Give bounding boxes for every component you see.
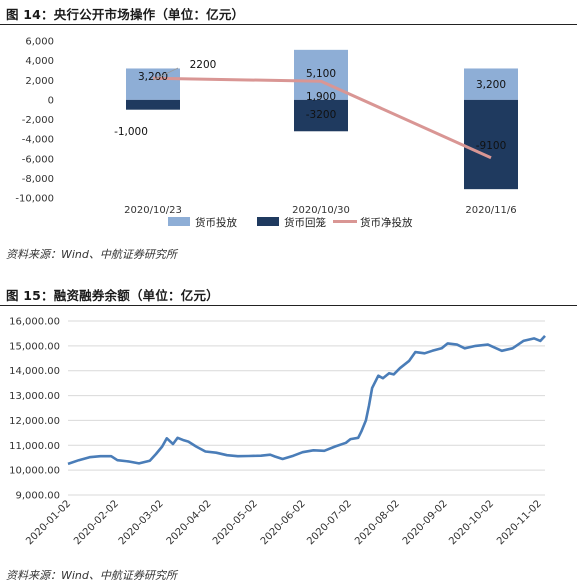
y-tick-label: 12,000.00: [9, 416, 60, 427]
figure-14-source: 资料来源：Wind、中航证券研究所: [6, 248, 177, 261]
figure-15-source: 资料来源：Wind、中航证券研究所: [6, 569, 177, 582]
y-tick-label: 2,000: [25, 76, 54, 87]
x-tick-label: 2020-02-02: [72, 498, 121, 547]
x-tick-label: 2020-06-02: [259, 498, 308, 547]
x-tick-label: 2020-10-02: [447, 498, 496, 547]
injection-bar: [294, 49, 348, 100]
y-tick-label: -6,000: [22, 154, 54, 165]
y-tick-label: 4,000: [25, 56, 54, 67]
y-tick-label: -8,000: [22, 174, 54, 185]
injection-value-label: 3,200: [476, 79, 506, 91]
y-tick-label: 11,000.00: [9, 441, 60, 452]
y-tick-label: -2,000: [22, 115, 54, 126]
x-tick-label: 2020-03-02: [117, 498, 166, 547]
title-divider: [0, 24, 577, 25]
x-tick-label: 2020-09-02: [401, 498, 450, 547]
y-tick-label: 0: [48, 95, 54, 106]
y-tick-label: 15,000.00: [9, 341, 60, 352]
withdrawal-bar: [464, 99, 518, 190]
x-tick-label: 2020/10/23: [124, 205, 182, 216]
withdrawal-value-label: -9100: [476, 140, 507, 152]
y-tick-label: 13,000.00: [9, 391, 60, 402]
y-tick-label: -4,000: [22, 135, 54, 146]
x-tick-label: 2020/11/6: [465, 205, 516, 216]
label-leader-line: [152, 67, 179, 81]
title-divider: [0, 305, 577, 306]
legend-swatch: [257, 217, 279, 226]
withdrawal-value-label: -3200: [306, 109, 337, 121]
injection-bar: [464, 68, 518, 100]
legend-label: 货币净投放: [360, 216, 413, 229]
net-injection-line: [152, 76, 492, 160]
x-tick-label: 2020-11-02: [495, 498, 544, 547]
net-value-label: 2200: [190, 59, 217, 71]
injection-bar: [126, 68, 180, 100]
y-tick-label: 6,000: [25, 37, 54, 48]
x-tick-label: 2020-05-02: [211, 498, 260, 547]
y-tick-label: 10,000.00: [9, 466, 60, 477]
pboc-open-market-chart: 6,000 4,000 2,000 0 -2,000 -4,000 -6,000 -8,000…: [15, 37, 518, 229]
injection-value-label: 5,100: [306, 68, 336, 80]
legend-swatch: [168, 217, 190, 226]
figure-15-title: 图 15：融资融券余额（单位：亿元）: [6, 288, 219, 303]
margin-balance-line: [67, 335, 546, 466]
injection-value-label: 3,200: [138, 71, 168, 83]
y-tick-label: 16,000.00: [9, 317, 60, 328]
margin-balance-chart: 16,000.00 15,000.00 14,000.00 13,000.00 12,0…: [9, 317, 546, 547]
figure-14-title: 图 14：央行公开市场操作（单位：亿元）: [6, 7, 245, 22]
y-tick-label: -10,000: [15, 194, 54, 205]
withdrawal-value-label: -1,000: [114, 126, 148, 138]
y-tick-label: 14,000.00: [9, 366, 60, 377]
legend-label: 货币回笼: [284, 216, 326, 229]
withdrawal-bar: [294, 99, 348, 132]
net-value-label: 1,900: [306, 91, 336, 103]
x-tick-label: 2020-08-02: [353, 498, 402, 547]
x-tick-label: 2020/10/30: [292, 205, 350, 216]
x-tick-label: 2020-04-02: [165, 498, 214, 547]
legend-label: 货币投放: [195, 216, 237, 229]
y-tick-label: 9,000.00: [15, 491, 60, 502]
x-tick-label: 2020-01-02: [24, 498, 73, 547]
withdrawal-bar: [126, 99, 180, 110]
x-tick-label: 2020-07-02: [305, 498, 354, 547]
